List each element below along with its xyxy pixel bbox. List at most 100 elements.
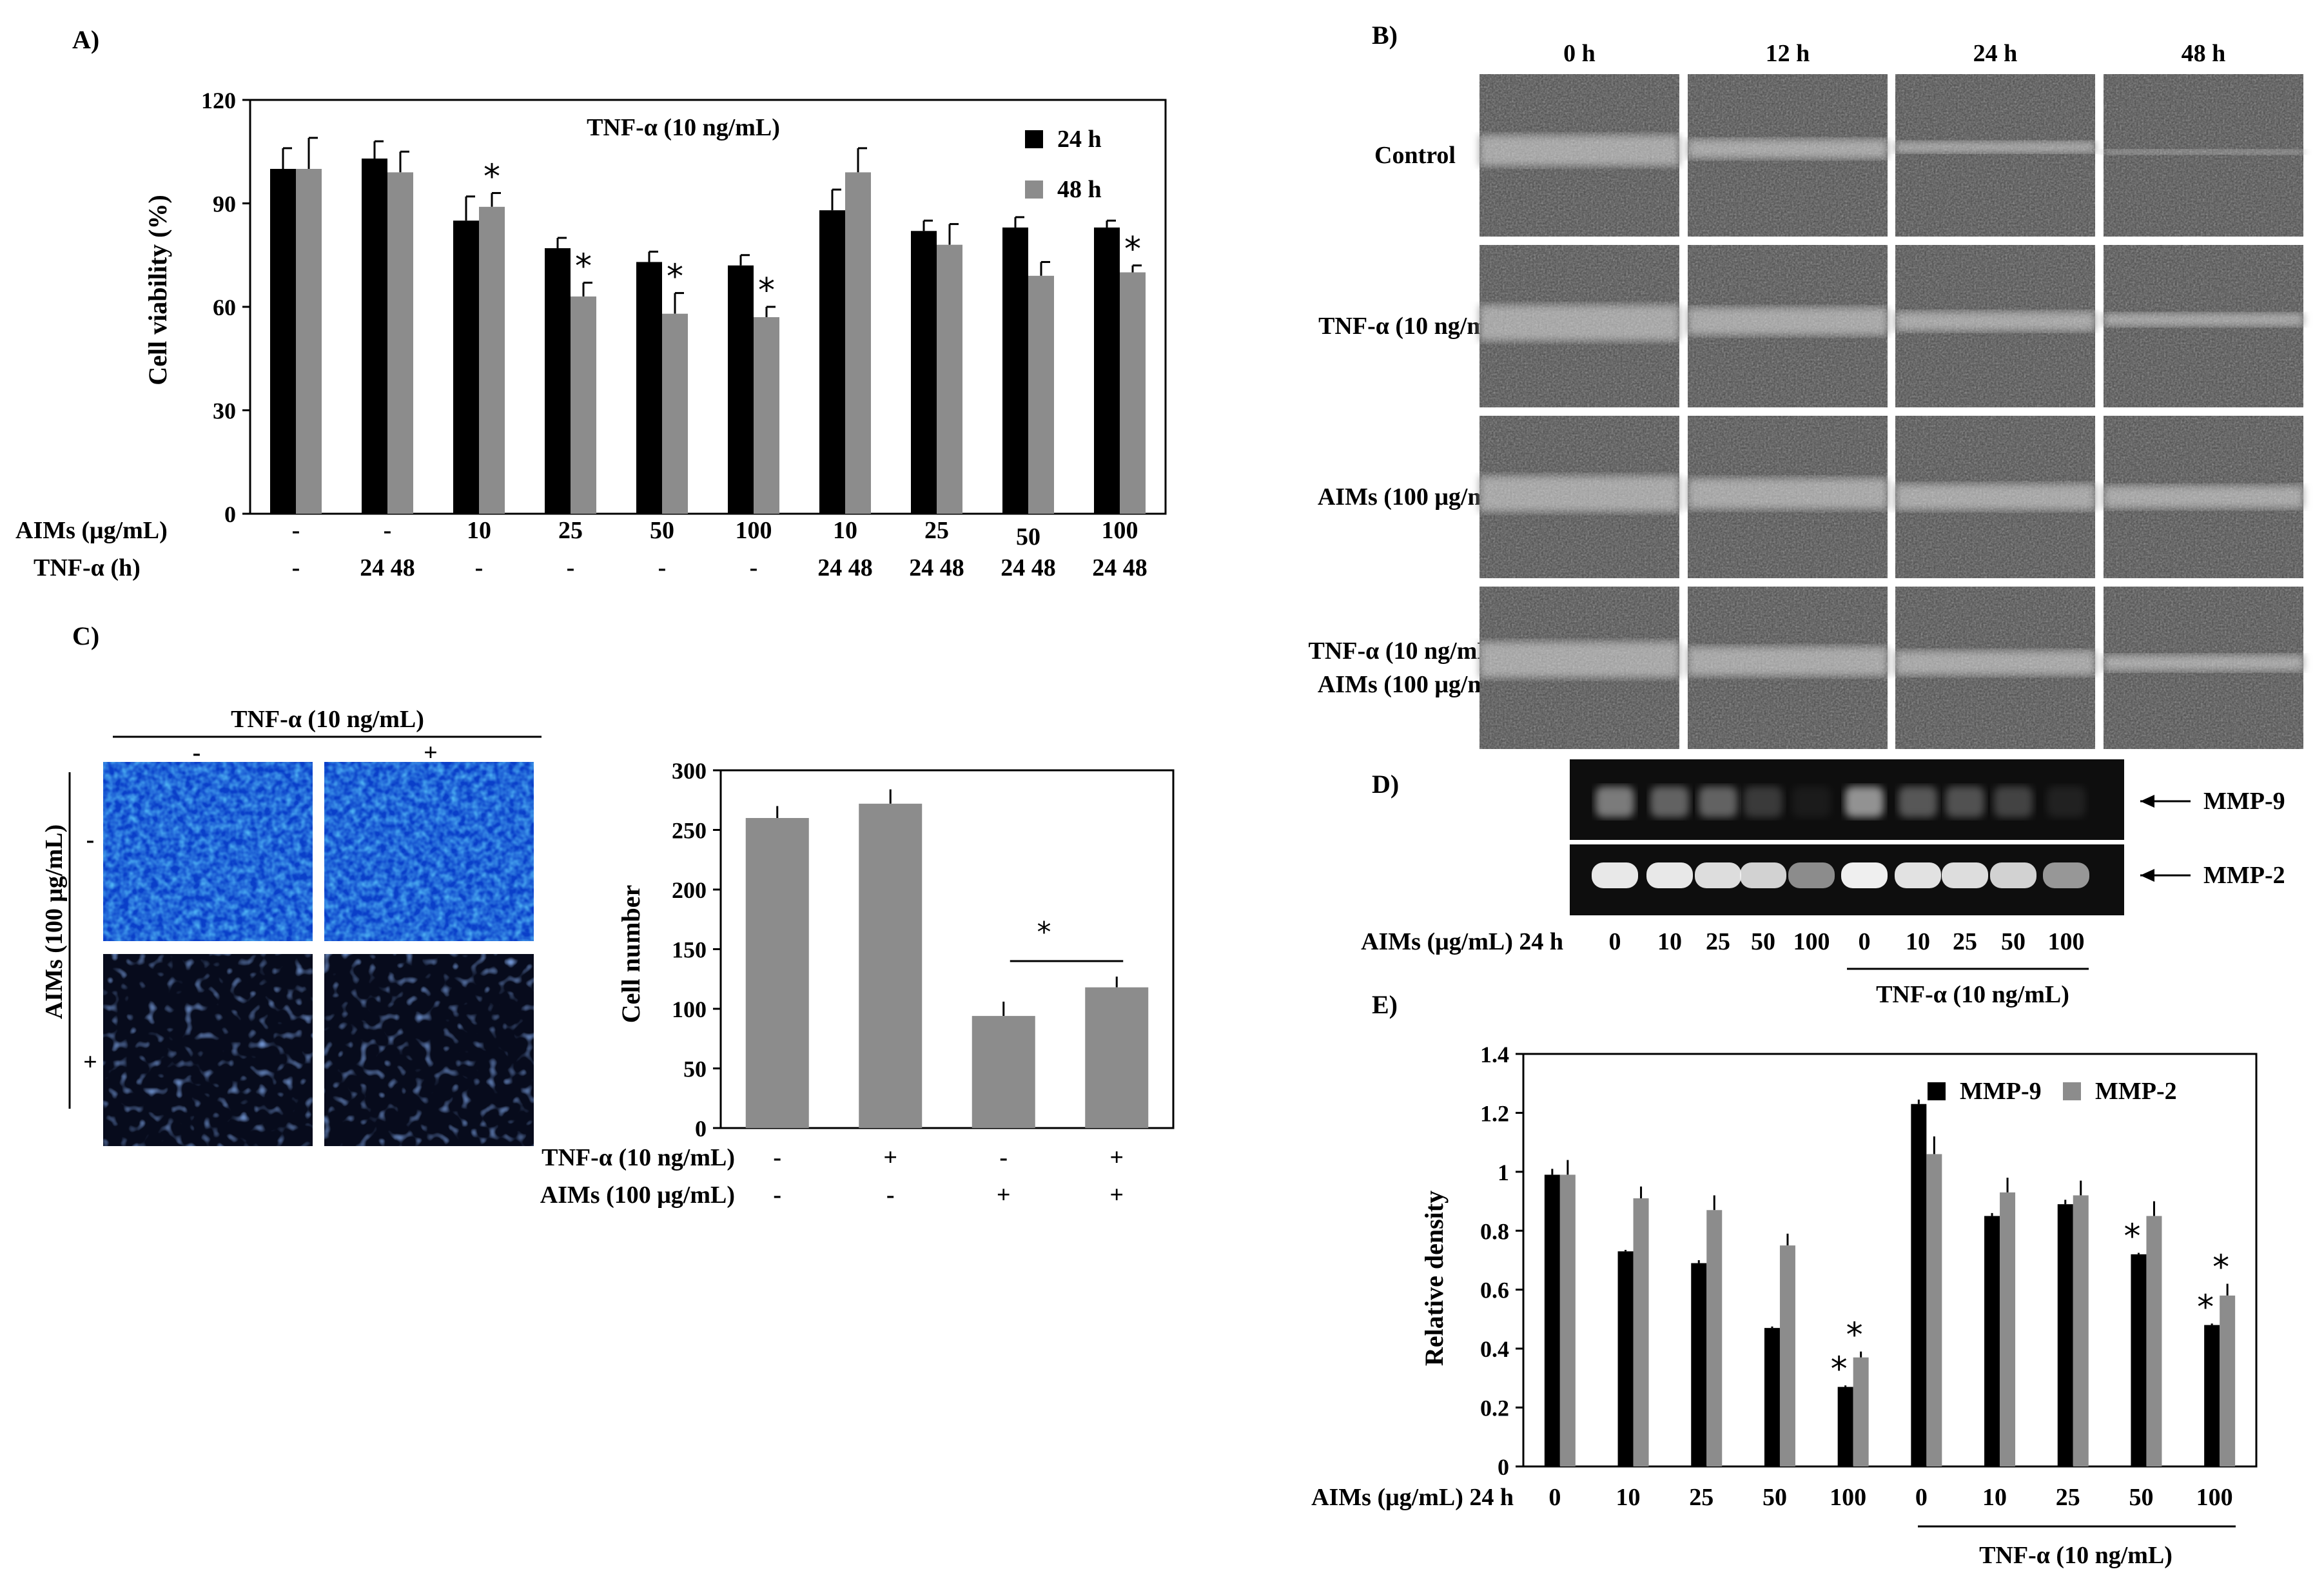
legend-label: 24 h	[1057, 126, 1102, 153]
lane-label: 100	[2048, 928, 2085, 955]
lane-label: 25	[1706, 928, 1730, 955]
bar	[2073, 1195, 2089, 1466]
tnf-sign: +	[1109, 1144, 1124, 1171]
time-column-header: 12 h	[1766, 40, 1810, 67]
dapi-aims-sign-minus: -	[86, 826, 95, 853]
y-tick-label: 0.6	[1480, 1278, 1509, 1303]
bar	[1779, 1245, 1795, 1466]
bar	[859, 803, 923, 1128]
bar	[2000, 1192, 2016, 1466]
lane-label: 100	[1793, 928, 1830, 955]
aims-sign: +	[997, 1182, 1011, 1209]
bar	[2204, 1325, 2220, 1466]
chart-e-ylabel: Relative density	[1420, 1191, 1449, 1366]
bar	[1837, 1387, 1853, 1466]
mmp9-band	[1994, 786, 2033, 817]
mmp9-band	[1650, 786, 1689, 817]
significance-star: *	[483, 157, 500, 196]
treatment-row-label: Control	[1374, 142, 1456, 169]
significance-star: *	[1124, 230, 1141, 269]
dose-label: 0	[1548, 1484, 1561, 1511]
mmp2-band	[1740, 862, 1786, 888]
mmp9-band	[1596, 786, 1634, 817]
aims-dose-label: 25	[558, 517, 583, 544]
tnf-time-label: -	[750, 554, 758, 581]
y-tick-label: 50	[683, 1056, 707, 1082]
aims-dose-label: 100	[1102, 517, 1138, 544]
time-column-header: 24 h	[1973, 40, 2018, 67]
bar	[728, 265, 754, 514]
lane-label: 10	[1906, 928, 1930, 955]
band-arrowhead	[2140, 795, 2154, 808]
significance-star: *	[1037, 916, 1051, 949]
dose-label: 25	[1689, 1484, 1714, 1511]
significance-star: *	[667, 258, 683, 297]
significance-star: *	[1846, 1316, 1863, 1355]
aims-dose-label: 10	[467, 517, 491, 544]
row-label-aims: AIMs (μg/mL)	[15, 517, 168, 544]
y-tick-label: 0.2	[1480, 1396, 1509, 1421]
bar	[2146, 1216, 2162, 1466]
dose-row-label: AIMs (μg/mL) 24 h	[1311, 1484, 1514, 1511]
dose-label: 10	[1982, 1484, 2007, 1511]
significance-star: *	[2124, 1218, 2140, 1256]
bar	[1559, 1174, 1576, 1466]
y-tick-label: 60	[213, 295, 236, 320]
mmp2-band	[1788, 862, 1835, 888]
cell-texture	[1479, 245, 1679, 407]
band-arrowhead	[2140, 869, 2154, 882]
cell-texture	[2104, 245, 2303, 407]
dapi-aims-label: AIMs (100 μg/mL)	[41, 824, 68, 1019]
bar	[745, 818, 809, 1128]
plot-frame	[1522, 1053, 2258, 1468]
significance-star: *	[758, 271, 775, 310]
tnf-time-label: 24 48	[1001, 554, 1056, 581]
y-tick-label: 0	[695, 1116, 707, 1142]
significance-star: *	[2197, 1288, 2214, 1327]
tnf-sign: +	[883, 1144, 897, 1171]
aims-dose-label: 50	[1016, 523, 1040, 550]
lane-label: 50	[2001, 928, 2026, 955]
lane-label: 25	[1953, 928, 1977, 955]
panel-label-e: E)	[1372, 990, 1398, 1019]
aims-dose-label: -	[384, 517, 392, 544]
panel-label-b: B)	[1372, 21, 1398, 50]
cell-texture	[2104, 416, 2303, 578]
lane-label: 10	[1657, 928, 1682, 955]
legend-swatch	[2063, 1082, 2081, 1100]
bar	[2057, 1204, 2073, 1466]
y-tick-label: 0.4	[1480, 1336, 1509, 1362]
tnf-time-label: -	[292, 554, 300, 581]
dose-label: 25	[2056, 1484, 2080, 1511]
bar	[1706, 1210, 1723, 1466]
mmp2-band	[2043, 862, 2089, 888]
y-tick-label: 100	[672, 997, 707, 1022]
dapi-aims-sign-plus: +	[83, 1049, 97, 1076]
significance-star: *	[2212, 1249, 2229, 1287]
bar	[1617, 1251, 1634, 1466]
mmp2-band	[1990, 862, 2036, 888]
cell-texture	[1688, 74, 1888, 237]
bar	[972, 1016, 1035, 1128]
y-tick-label: 30	[213, 398, 236, 424]
cell-texture	[1895, 245, 2095, 407]
bar	[662, 313, 688, 514]
row-label-aims: AIMs (100 μg/mL)	[540, 1182, 735, 1209]
chart-c-ylabel: Cell number	[616, 885, 645, 1023]
dapi-texture	[103, 762, 313, 941]
time-column-header: 48 h	[2182, 40, 2226, 67]
lane-label: 0	[1609, 928, 1621, 955]
mmp9-band	[1899, 786, 1937, 817]
bar	[1120, 272, 1146, 514]
tnf-time-label: -	[475, 554, 483, 581]
dose-label: 100	[1830, 1484, 1866, 1511]
bar	[387, 172, 413, 514]
cell-texture	[1688, 416, 1888, 578]
mmp2-band	[1895, 862, 1941, 888]
legend-label: 48 h	[1057, 176, 1102, 203]
bar	[1984, 1216, 2000, 1466]
cell-texture	[1895, 587, 2095, 749]
bar	[1028, 275, 1054, 514]
